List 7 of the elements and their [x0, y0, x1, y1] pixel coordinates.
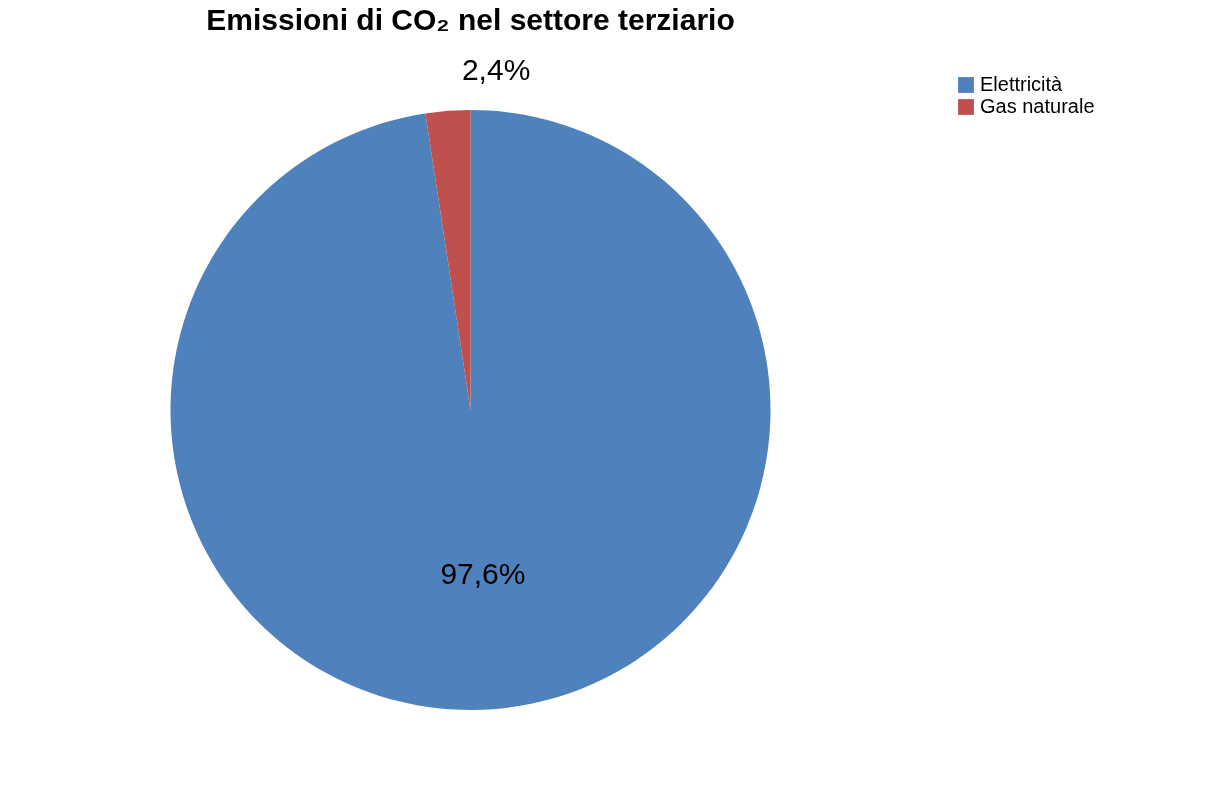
pie-slice [170, 110, 771, 710]
chart-title: Emissioni di CO₂ nel settore terziario [206, 2, 735, 36]
pie-slice [425, 110, 471, 410]
legend-label: Elettricità [980, 73, 1064, 95]
legend-label: Gas naturale [980, 95, 1095, 117]
data-label: 2,4% [461, 52, 531, 86]
data-label: 97,6% [440, 556, 526, 590]
